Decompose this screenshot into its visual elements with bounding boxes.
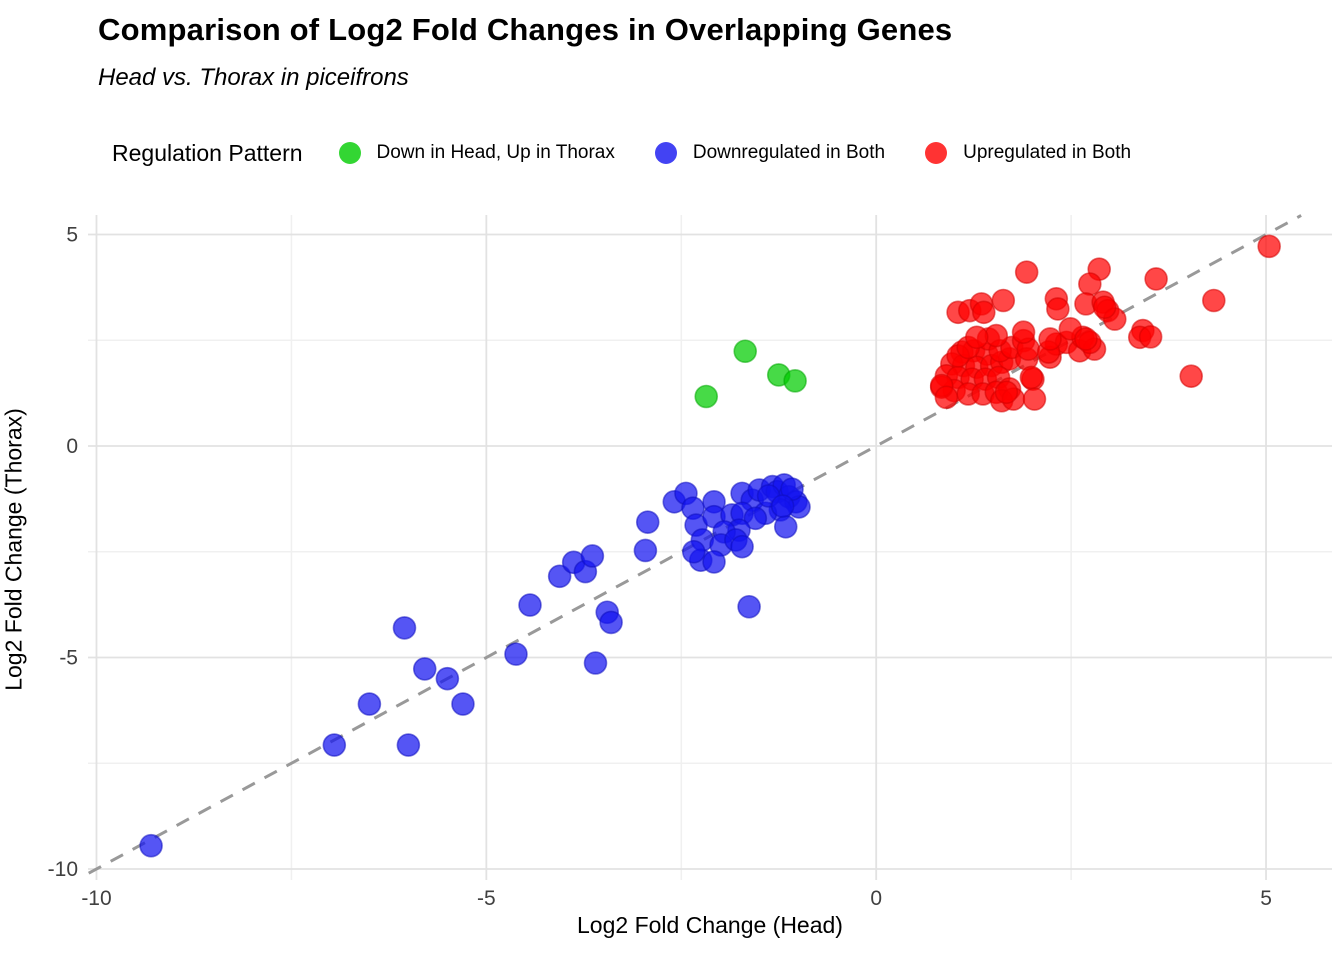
data-point bbox=[396, 733, 421, 757]
y-tick-label: -5 bbox=[59, 647, 78, 670]
data-point bbox=[583, 651, 608, 675]
x-tick-label: -10 bbox=[81, 887, 111, 910]
data-point bbox=[633, 538, 658, 563]
data-point bbox=[392, 616, 417, 640]
data-point bbox=[964, 325, 989, 350]
y-tick-label: 0 bbox=[66, 435, 78, 458]
data-point bbox=[1202, 288, 1226, 313]
data-point bbox=[1144, 267, 1168, 291]
x-tick-label: 5 bbox=[1260, 887, 1272, 910]
data-point bbox=[773, 514, 798, 539]
data-point bbox=[139, 833, 163, 858]
data-point bbox=[435, 666, 460, 691]
data-point bbox=[971, 300, 996, 325]
data-point bbox=[737, 594, 761, 619]
data-point bbox=[1179, 364, 1203, 389]
data-point bbox=[1022, 387, 1047, 411]
data-point bbox=[1257, 234, 1281, 259]
data-point bbox=[743, 506, 768, 531]
legend-item-label: Down in Head, Up in Thorax bbox=[376, 142, 615, 163]
legend-dot-red-icon bbox=[925, 142, 948, 164]
data-point bbox=[504, 642, 528, 666]
y-axis-title: Log2 Fold Change (Thorax) bbox=[0, 408, 27, 691]
legend-item-label: Upregulated in Both bbox=[963, 142, 1132, 163]
data-point bbox=[1074, 327, 1098, 351]
legend-dot-blue-icon bbox=[654, 142, 677, 164]
data-point bbox=[681, 539, 706, 564]
data-point bbox=[1078, 272, 1102, 296]
data-point bbox=[1019, 365, 1044, 390]
legend-item-upregulated-both: Upregulated in Both bbox=[925, 142, 1131, 164]
x-tick-label: 0 bbox=[870, 887, 882, 910]
x-tick-label: -5 bbox=[477, 887, 496, 910]
data-point bbox=[451, 692, 475, 716]
data-point bbox=[635, 510, 660, 534]
data-point bbox=[412, 657, 437, 681]
data-point bbox=[1014, 260, 1039, 284]
data-point bbox=[1092, 295, 1117, 320]
data-point bbox=[702, 550, 726, 574]
data-point bbox=[730, 534, 754, 559]
chart-title: Comparison of Log2 Fold Changes in Overl… bbox=[98, 12, 953, 47]
legend-item-label: Downregulated in Both bbox=[692, 142, 886, 163]
legend-dot-green-icon bbox=[338, 142, 361, 164]
chart-subtitle: Head vs. Thorax in piceifrons bbox=[98, 64, 409, 91]
data-point bbox=[1011, 320, 1036, 345]
data-point bbox=[580, 544, 605, 568]
data-point bbox=[599, 610, 623, 635]
data-point bbox=[322, 733, 347, 757]
data-point bbox=[1038, 327, 1062, 351]
y-tick-label: 5 bbox=[66, 224, 78, 247]
data-point bbox=[518, 593, 542, 617]
data-point bbox=[994, 380, 1019, 405]
data-point bbox=[1138, 325, 1163, 349]
data-point bbox=[547, 564, 572, 589]
data-point bbox=[991, 288, 1016, 313]
data-point bbox=[934, 385, 959, 410]
data-point bbox=[984, 323, 1009, 348]
legend-item-down-head-up-thorax: Down in Head, Up in Thorax bbox=[338, 142, 615, 164]
data-point bbox=[1046, 297, 1070, 321]
legend: Regulation Pattern Down in Head, Up in T… bbox=[112, 136, 1171, 170]
data-point bbox=[694, 384, 719, 409]
data-point bbox=[357, 692, 382, 716]
legend-item-downregulated-both: Downregulated in Both bbox=[654, 142, 886, 164]
data-point bbox=[783, 369, 807, 393]
y-tick-label: -10 bbox=[48, 858, 78, 881]
data-point bbox=[770, 494, 795, 518]
x-axis-title: Log2 Fold Change (Head) bbox=[577, 912, 843, 938]
legend-title: Regulation Pattern bbox=[112, 139, 303, 166]
data-point bbox=[733, 339, 758, 364]
identity-line bbox=[87, 214, 1302, 875]
